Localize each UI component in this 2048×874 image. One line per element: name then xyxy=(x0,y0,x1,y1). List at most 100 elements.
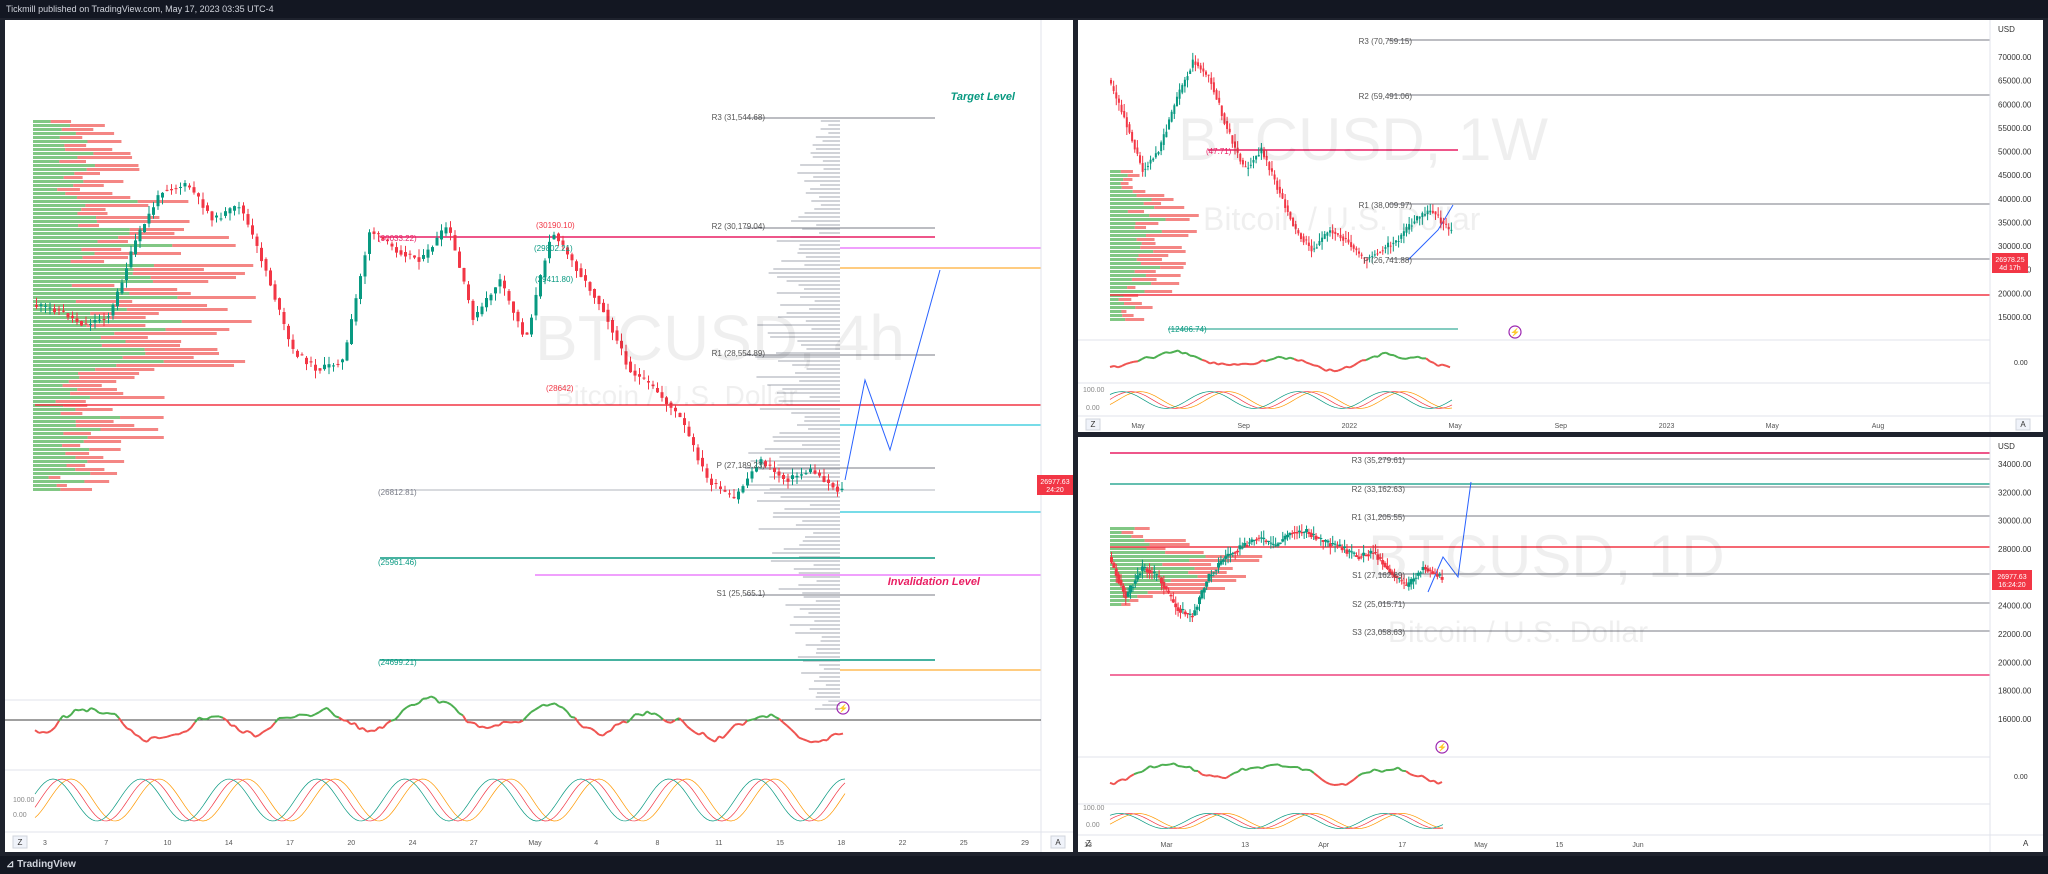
volume-bar xyxy=(129,228,184,231)
flash-icon[interactable]: ⚡ xyxy=(836,701,850,715)
oscillator-line xyxy=(1429,779,1435,783)
price-axis[interactable] xyxy=(1990,20,2043,432)
candle xyxy=(1186,613,1190,615)
oscillator-line xyxy=(70,709,76,716)
time-label: 22 xyxy=(899,840,907,847)
projection-path[interactable] xyxy=(1407,204,1454,261)
weekly-chart-panel[interactable]: BTCUSD, 1W Bitcoin / U.S. Dollar R3 (70,… xyxy=(1078,20,2043,432)
price-axis[interactable] xyxy=(1990,437,2043,852)
candle xyxy=(1140,566,1144,571)
candle xyxy=(287,325,290,340)
volume-bar xyxy=(33,344,102,347)
main-chart-panel[interactable]: BTCUSD, 4h Bitcoin / U.S. Dollar Target … xyxy=(5,20,1073,852)
volume-bar xyxy=(83,440,122,443)
zoom-button[interactable]: Z xyxy=(1086,839,1091,848)
flash-icon[interactable]: ⚡ xyxy=(1435,740,1449,754)
volume-bar xyxy=(33,148,66,151)
candle xyxy=(1288,532,1292,536)
volume-bar xyxy=(778,588,840,590)
oscillator-line xyxy=(794,732,800,739)
projection-path[interactable] xyxy=(844,269,941,481)
volume-bar xyxy=(33,400,56,403)
oscillator-line xyxy=(1389,768,1395,771)
auto-scale-button[interactable]: A xyxy=(2023,839,2029,848)
stoch-line xyxy=(1109,813,1444,829)
volume-bar xyxy=(1110,186,1122,189)
candle xyxy=(1214,569,1218,571)
oscillator-line xyxy=(266,726,272,731)
level-label: (26812.81) xyxy=(378,488,417,497)
zoom-button[interactable] xyxy=(12,835,28,849)
auto-scale-button[interactable] xyxy=(1050,835,1066,849)
time-label: 7 xyxy=(104,840,108,847)
candle xyxy=(548,241,551,259)
volume-bar xyxy=(64,144,87,147)
candle xyxy=(1255,539,1259,541)
volume-bar xyxy=(114,332,217,335)
candle xyxy=(1302,531,1306,533)
candle xyxy=(1394,240,1397,243)
oscillator-line xyxy=(1437,363,1443,367)
volume-bar xyxy=(71,284,115,287)
volume-bar xyxy=(1110,254,1139,257)
zoom-button[interactable] xyxy=(1085,418,1101,431)
volume-bar xyxy=(781,260,840,262)
volume-bar xyxy=(802,228,840,230)
volume-bar xyxy=(1110,218,1166,221)
volume-bar xyxy=(1110,547,1147,550)
volume-bar xyxy=(1110,587,1164,590)
oscillator-line xyxy=(1421,774,1427,780)
volume-bar xyxy=(777,276,840,278)
volume-bar xyxy=(786,312,840,314)
volume-bar xyxy=(1136,258,1162,261)
candle xyxy=(507,291,511,301)
time-axis[interactable]: 13 Mar 13 Apr 17 May 15 Jun xyxy=(1084,842,1644,849)
tradingview-logo[interactable]: ⊿ TradingView xyxy=(6,859,76,870)
time-axis[interactable]: 3 7 10 14 17 20 24 27 May 4 8 11 15 18 22 25 29 xyxy=(43,840,1029,847)
volume-bar xyxy=(805,536,840,538)
oscillator-line xyxy=(682,720,688,727)
candle xyxy=(282,312,286,325)
volume-bar xyxy=(1127,286,1136,289)
time-axis[interactable]: May Sep 2022 May Sep 2023 May Aug xyxy=(1131,423,1884,430)
projection-path[interactable] xyxy=(1427,481,1472,593)
volume-bar xyxy=(59,160,86,163)
oscillator-line xyxy=(1197,770,1203,776)
oscillator-line xyxy=(406,704,412,709)
daily-chart[interactable]: BTCUSD, 1D Bitcoin / U.S. Dollar R3 (35,… xyxy=(1078,437,2043,852)
volume-bar xyxy=(755,356,840,358)
price-axis[interactable] xyxy=(1041,20,1073,852)
volume-bar xyxy=(1110,282,1152,285)
volume-bar xyxy=(1165,218,1190,221)
candle xyxy=(1212,82,1215,93)
volume-bar xyxy=(87,140,122,143)
oscillator-line xyxy=(578,722,584,729)
main-chart[interactable]: BTCUSD, 4h Bitcoin / U.S. Dollar Target … xyxy=(5,20,1073,852)
oscillator-line xyxy=(354,722,360,730)
volume-bar xyxy=(33,452,66,455)
candle xyxy=(651,384,655,387)
candle xyxy=(1128,124,1131,133)
volume-bar xyxy=(33,468,76,471)
candle xyxy=(1286,534,1290,538)
candle xyxy=(458,251,461,268)
candle xyxy=(1409,579,1413,585)
auto-scale-button[interactable] xyxy=(2015,418,2031,431)
volume-bar xyxy=(811,200,840,202)
daily-chart-panel[interactable]: BTCUSD, 1D Bitcoin / U.S. Dollar R3 (35,… xyxy=(1078,437,2043,852)
stoch-line xyxy=(34,778,846,822)
oscillator-line xyxy=(442,700,448,704)
volume-bar xyxy=(33,456,76,459)
oscillator-line xyxy=(222,716,228,722)
volume-bar xyxy=(62,444,81,447)
candle xyxy=(75,318,79,322)
flash-icon[interactable]: ⚡ xyxy=(1508,325,1522,339)
oscillator-line xyxy=(78,708,84,712)
candle xyxy=(246,214,250,225)
weekly-chart[interactable]: BTCUSD, 1W Bitcoin / U.S. Dollar R3 (70,… xyxy=(1078,20,2043,432)
invalidation-level-label: Invalidation Level xyxy=(888,576,981,588)
price-label: 32000.00 xyxy=(1998,488,2032,497)
volume-bar xyxy=(1110,194,1137,197)
price-label: 35000.00 xyxy=(1998,218,2032,227)
volume-bar xyxy=(1110,206,1155,209)
